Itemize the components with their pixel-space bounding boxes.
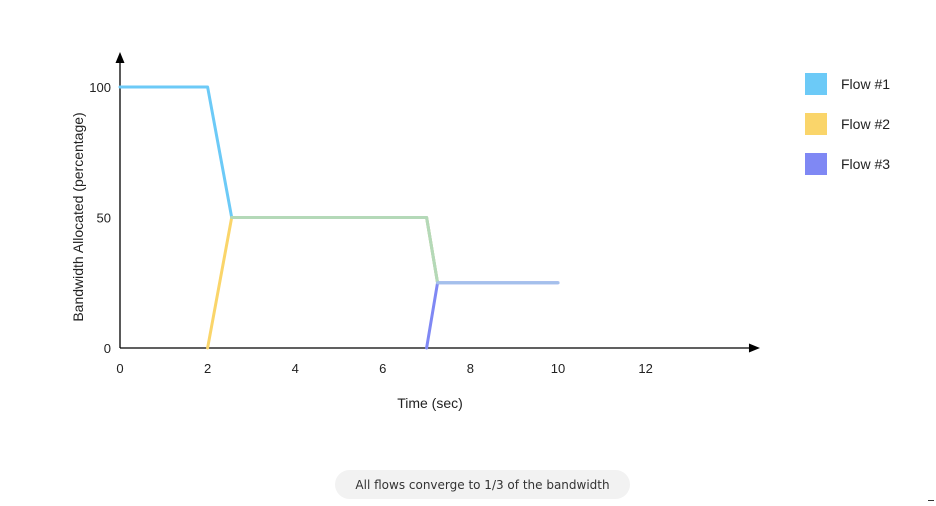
y-axis-title: Bandwidth Allocated (percentage) [70,112,86,321]
x-tick-label: 0 [116,361,123,376]
legend-swatch-flow-1 [805,73,827,95]
x-tick-label: 2 [204,361,211,376]
legend-swatch-flow-2 [805,113,827,135]
legend-label-flow-1: Flow #1 [841,76,891,92]
series-line-flow-3 [425,281,560,350]
x-tick-label: 6 [379,361,386,376]
legend-label-flow-2: Flow #2 [841,116,891,132]
y-tick-label: 0 [104,341,111,356]
x-tick-label: 12 [638,361,652,376]
chart-series [118,85,560,350]
caption-badge: All flows converge to 1/3 of the bandwid… [335,470,630,499]
y-tick-labels: 0 50 100 [89,80,111,356]
x-tick-labels: 0 2 4 6 8 10 12 [116,361,652,376]
y-axis-arrow [115,52,125,63]
chart-legend: Flow #1 Flow #2 Flow #3 [805,72,890,176]
chart-axes [115,52,760,353]
legend-swatch-flow-3 [805,153,827,175]
legend-item-flow-3: Flow #3 [805,152,890,176]
series-line-flow-1 [118,85,440,285]
overlap-segment [425,216,440,285]
x-tick-label: 8 [467,361,474,376]
x-axis-title: Time (sec) [397,395,463,411]
corner-mark [928,500,934,501]
x-tick-label: 4 [292,361,299,376]
y-tick-label: 50 [97,211,111,226]
x-tick-label: 10 [551,361,565,376]
legend-item-flow-1: Flow #1 [805,72,890,96]
y-tick-label: 100 [89,80,111,95]
legend-item-flow-2: Flow #2 [805,112,890,136]
series-line-flow-2 [206,216,440,350]
legend-label-flow-3: Flow #3 [841,156,891,172]
x-axis-arrow [748,343,760,353]
